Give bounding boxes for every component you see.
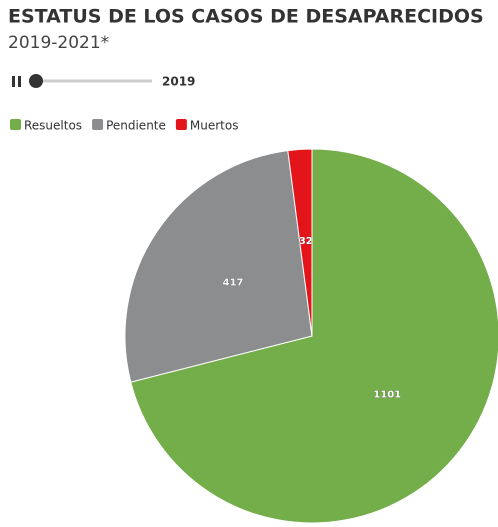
- slider-label: 2019: [162, 75, 195, 89]
- legend: Resueltos Pendiente Muertos: [10, 119, 238, 133]
- legend-item[interactable]: Muertos: [175, 119, 239, 133]
- chart-title: ESTATUS DE LOS CASOS DE DESAPARECIDOS: [8, 6, 484, 28]
- legend-label: Pendiente: [106, 119, 166, 133]
- legend-swatch: [10, 119, 21, 130]
- pie-slice: [130, 148, 498, 524]
- legend-label: Muertos: [190, 119, 239, 133]
- pie: 1101 417 32: [124, 148, 498, 524]
- legend-item[interactable]: Resueltos: [10, 119, 82, 133]
- legend-label: Resueltos: [24, 119, 82, 133]
- data-label: 32: [299, 236, 313, 247]
- slider-handle[interactable]: [29, 74, 43, 88]
- play-controls[interactable]: [12, 76, 21, 87]
- pause-bar: [12, 76, 15, 87]
- data-label: 417: [223, 277, 244, 288]
- chart-subtitle: 2019-2021*: [8, 33, 109, 53]
- data-label: 1101: [373, 390, 401, 401]
- legend-swatch: [175, 119, 187, 130]
- pause-bar: [18, 76, 21, 87]
- legend-item[interactable]: Pendiente: [92, 119, 166, 133]
- pie-slice: [287, 148, 313, 337]
- legend-swatch: [92, 119, 104, 130]
- pie-slice: [124, 150, 313, 383]
